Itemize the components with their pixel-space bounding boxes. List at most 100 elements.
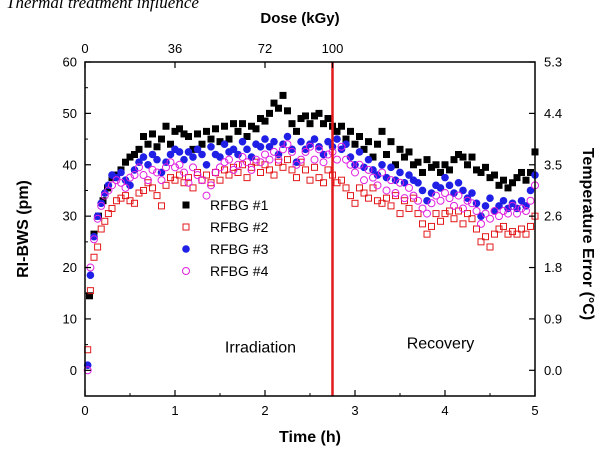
- data-point: [171, 163, 179, 172]
- data-point: [279, 91, 287, 99]
- data-point: [423, 209, 431, 218]
- data-point: [175, 148, 184, 156]
- legend-marker: [182, 267, 190, 275]
- data-point: [491, 171, 498, 179]
- data-point: [464, 210, 471, 218]
- legend-marker: [182, 245, 190, 253]
- data-point: [320, 179, 327, 187]
- data-point: [256, 158, 265, 167]
- data-point: [189, 153, 197, 161]
- data-point: [193, 171, 202, 180]
- data-point: [513, 230, 521, 238]
- data-point: [153, 168, 161, 177]
- data-point: [517, 196, 526, 205]
- y-tick-label: 50: [63, 106, 77, 121]
- data-point: [243, 145, 251, 154]
- data-point: [337, 142, 346, 151]
- data-point: [324, 115, 332, 123]
- data-point: [437, 168, 444, 176]
- data-point: [405, 204, 413, 212]
- legend-label: RFBG #3: [210, 241, 269, 257]
- series-2: [84, 156, 539, 354]
- data-point: [522, 207, 530, 216]
- region-label: Irradiation: [225, 339, 296, 356]
- data-point: [198, 150, 206, 159]
- data-point: [482, 163, 489, 171]
- data-point: [261, 135, 269, 143]
- top-axis-title: Dose (kGy): [260, 10, 339, 27]
- data-point: [522, 230, 530, 238]
- data-point: [463, 196, 472, 205]
- data-point: [427, 189, 436, 197]
- data-point: [414, 196, 422, 205]
- x-tick-label: 2: [261, 403, 268, 418]
- data-point: [409, 191, 418, 200]
- data-point: [441, 161, 449, 169]
- data-point: [86, 271, 95, 280]
- data-point: [360, 163, 368, 172]
- data-point: [315, 109, 323, 117]
- data-point: [207, 135, 215, 143]
- data-point: [247, 165, 256, 174]
- data-point: [229, 165, 238, 174]
- data-point: [414, 178, 422, 187]
- data-point: [153, 143, 161, 151]
- data-point: [333, 127, 341, 135]
- data-point: [274, 155, 283, 164]
- y-tick-label: 10: [63, 311, 77, 326]
- data-point: [139, 153, 148, 161]
- top-tick-label: 100: [322, 41, 344, 56]
- data-point: [436, 196, 445, 205]
- data-point: [202, 191, 211, 200]
- data-point: [473, 166, 480, 174]
- y-tick-label: 0: [70, 363, 77, 378]
- x-tick-label: 1: [171, 403, 178, 418]
- data-point: [459, 220, 467, 228]
- data-point: [265, 155, 274, 164]
- right-tick-label: 5.3: [544, 55, 562, 70]
- data-point: [302, 166, 309, 174]
- data-point: [198, 176, 206, 185]
- data-point: [418, 204, 427, 213]
- data-point: [126, 181, 134, 190]
- data-point: [396, 145, 404, 153]
- data-point: [216, 138, 224, 146]
- data-point: [405, 183, 413, 192]
- data-point: [513, 209, 521, 218]
- x-axis-title: Time (h): [279, 429, 341, 446]
- series-3: [83, 132, 539, 369]
- data-point: [144, 176, 152, 185]
- data-point: [189, 145, 197, 153]
- data-point: [414, 158, 422, 166]
- region-label: Recovery: [407, 336, 475, 353]
- data-point: [198, 140, 206, 148]
- y-axis-title: RI-BWS (pm): [15, 180, 32, 278]
- data-point: [436, 184, 445, 192]
- data-point: [428, 163, 435, 171]
- data-point: [90, 235, 98, 244]
- data-point: [126, 173, 134, 182]
- data-point: [288, 147, 296, 156]
- data-point: [418, 186, 427, 195]
- data-point: [234, 160, 242, 169]
- data-point: [131, 150, 138, 158]
- data-point: [333, 155, 341, 164]
- data-point: [509, 179, 516, 187]
- y-tick-label: 40: [63, 157, 77, 172]
- data-point: [211, 168, 220, 177]
- data-point: [238, 153, 247, 162]
- top-tick-label: 36: [168, 41, 182, 56]
- data-point: [495, 202, 503, 210]
- data-point: [212, 125, 219, 133]
- top-tick-label: 0: [81, 41, 88, 56]
- data-point: [423, 196, 431, 205]
- data-point: [121, 183, 130, 192]
- data-point: [148, 150, 157, 159]
- data-point: [310, 155, 319, 164]
- data-point: [450, 201, 458, 210]
- data-point: [194, 130, 201, 138]
- data-point: [257, 168, 264, 176]
- data-point: [176, 125, 183, 133]
- legend-marker: [182, 223, 190, 231]
- data-point: [500, 222, 507, 230]
